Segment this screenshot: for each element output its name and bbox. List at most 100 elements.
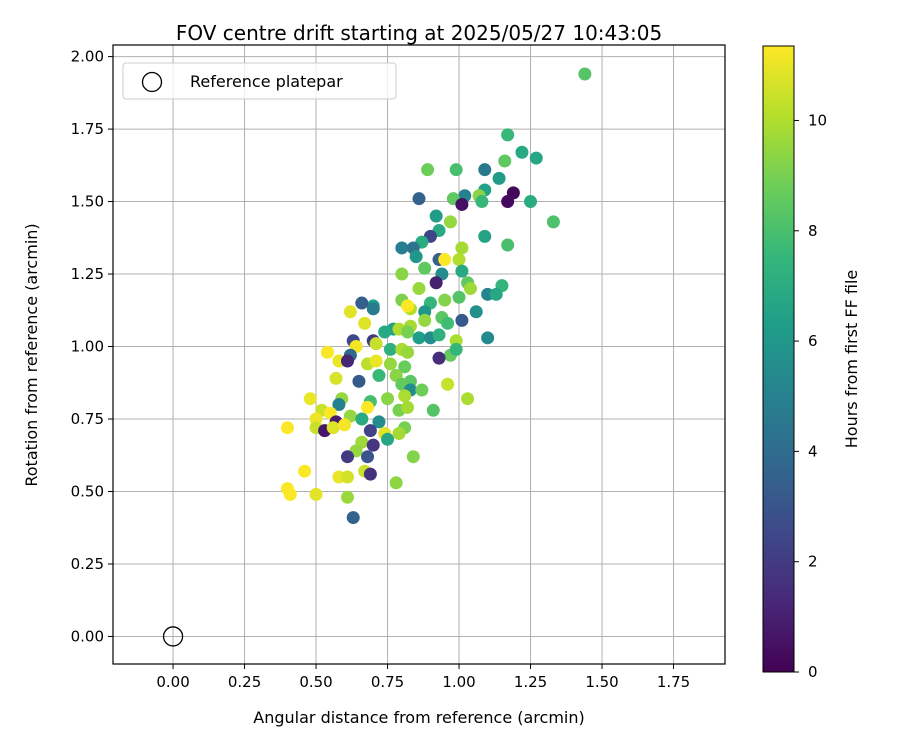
scatter-point	[303, 392, 317, 406]
scatter-point	[398, 389, 412, 403]
scatter-point	[438, 253, 452, 267]
colorbar	[762, 45, 795, 673]
y-tick-label: 1.50	[71, 193, 104, 211]
scatter-point	[341, 490, 355, 504]
reference-point	[162, 626, 184, 647]
x-tick-label: 1.25	[514, 673, 547, 691]
scatter-point	[372, 415, 386, 429]
scatter-point	[401, 345, 415, 359]
scatter-point	[341, 470, 355, 484]
scatter-point	[529, 151, 543, 165]
scatter-point	[418, 313, 432, 327]
scatter-point	[449, 342, 463, 356]
scatter-point	[412, 192, 426, 206]
scatter-point	[449, 163, 463, 177]
scatter-point	[489, 287, 503, 301]
y-tick-label: 0.25	[71, 555, 104, 573]
scatter-point	[401, 400, 415, 414]
scatter-point	[481, 331, 495, 345]
y-axis-label: Rotation from reference (arcmin)	[22, 223, 41, 486]
x-tick-label: 0.75	[371, 673, 404, 691]
scatter-point	[452, 253, 466, 267]
scatter-point	[455, 264, 469, 278]
y-tick-label: 1.00	[71, 338, 104, 356]
scatter-point	[406, 450, 420, 464]
y-tick-label: 1.25	[71, 265, 104, 283]
scatter-point	[501, 195, 515, 209]
y-tick-label: 0.75	[71, 410, 104, 428]
scatter-point	[332, 398, 346, 412]
data-points	[280, 67, 592, 525]
scatter-point	[412, 282, 426, 296]
scatter-point	[358, 316, 372, 330]
scatter-point	[341, 354, 355, 368]
scatter-point	[329, 371, 343, 385]
colorbar-tick-label: 4	[808, 442, 818, 460]
y-tick-label: 0.50	[71, 482, 104, 500]
scatter-point	[426, 403, 440, 417]
scatter-point	[501, 128, 515, 142]
scatter-point	[381, 392, 395, 406]
scatter-point	[355, 412, 369, 426]
scatter-point	[309, 487, 323, 501]
x-axis-ticks: 0.00 0.25 0.50 0.75 1.00 1.25 1.50 1.75	[156, 664, 690, 691]
scatter-point	[346, 511, 360, 525]
x-tick-label: 0.25	[228, 673, 261, 691]
scatter-point	[395, 267, 409, 281]
legend-marker-reference	[141, 71, 163, 93]
y-tick-label: 0.00	[71, 627, 104, 645]
scatter-point	[429, 276, 443, 290]
scatter-point	[298, 464, 312, 478]
scatter-point	[338, 418, 352, 432]
scatter-point	[383, 342, 397, 356]
scatter-point	[524, 195, 538, 209]
colorbar-tick-label: 0	[808, 663, 818, 681]
colorbar-tick-label: 10	[808, 111, 827, 129]
x-tick-label: 1.50	[585, 673, 618, 691]
scatter-point	[412, 331, 426, 345]
scatter-point	[369, 354, 383, 368]
scatter-point	[501, 238, 515, 252]
scatter-point	[366, 302, 380, 316]
scatter-point	[383, 357, 397, 371]
x-tick-label: 1.00	[442, 673, 475, 691]
scatter-point	[343, 305, 357, 319]
scatter-point	[469, 305, 483, 319]
x-tick-label: 0.50	[299, 673, 332, 691]
scatter-point	[441, 377, 455, 391]
scatter-point	[395, 241, 409, 255]
scatter-point	[452, 290, 466, 304]
x-tick-label: 1.75	[657, 673, 690, 691]
scatter-point	[363, 424, 377, 438]
scatter-point	[441, 316, 455, 330]
scatter-point	[443, 215, 457, 229]
scatter-point	[355, 296, 369, 310]
scatter-point	[326, 421, 340, 435]
scatter-point	[372, 369, 386, 383]
scatter-point	[320, 345, 334, 359]
scatter-point	[475, 195, 489, 209]
scatter-point	[455, 241, 469, 255]
scatter-point	[478, 163, 492, 177]
scatter-point	[366, 438, 380, 452]
scatter-point	[361, 400, 375, 414]
scatter-point	[280, 421, 294, 435]
scatter-point	[478, 229, 492, 243]
scatter-point	[389, 476, 403, 490]
colorbar-ticks: 0 2 4 6 8 10	[794, 111, 827, 681]
scatter-point	[421, 163, 435, 177]
x-tick-label: 0.00	[156, 673, 189, 691]
scatter-point	[429, 209, 443, 223]
scatter-point	[515, 145, 529, 159]
colorbar-label: Hours from first FF file	[842, 270, 861, 449]
scatter-point	[463, 282, 477, 296]
y-axis-ticks: 0.00 0.25 0.50 0.75 1.00 1.25 1.50 1.75 2.00	[71, 48, 113, 645]
legend: Reference platepar	[122, 62, 397, 100]
scatter-point	[381, 432, 395, 446]
scatter-point	[378, 325, 392, 339]
legend-entry-reference: Reference platepar	[190, 72, 343, 91]
scatter-point	[418, 261, 432, 275]
scatter-point	[432, 351, 446, 365]
scatter-point	[498, 154, 512, 168]
